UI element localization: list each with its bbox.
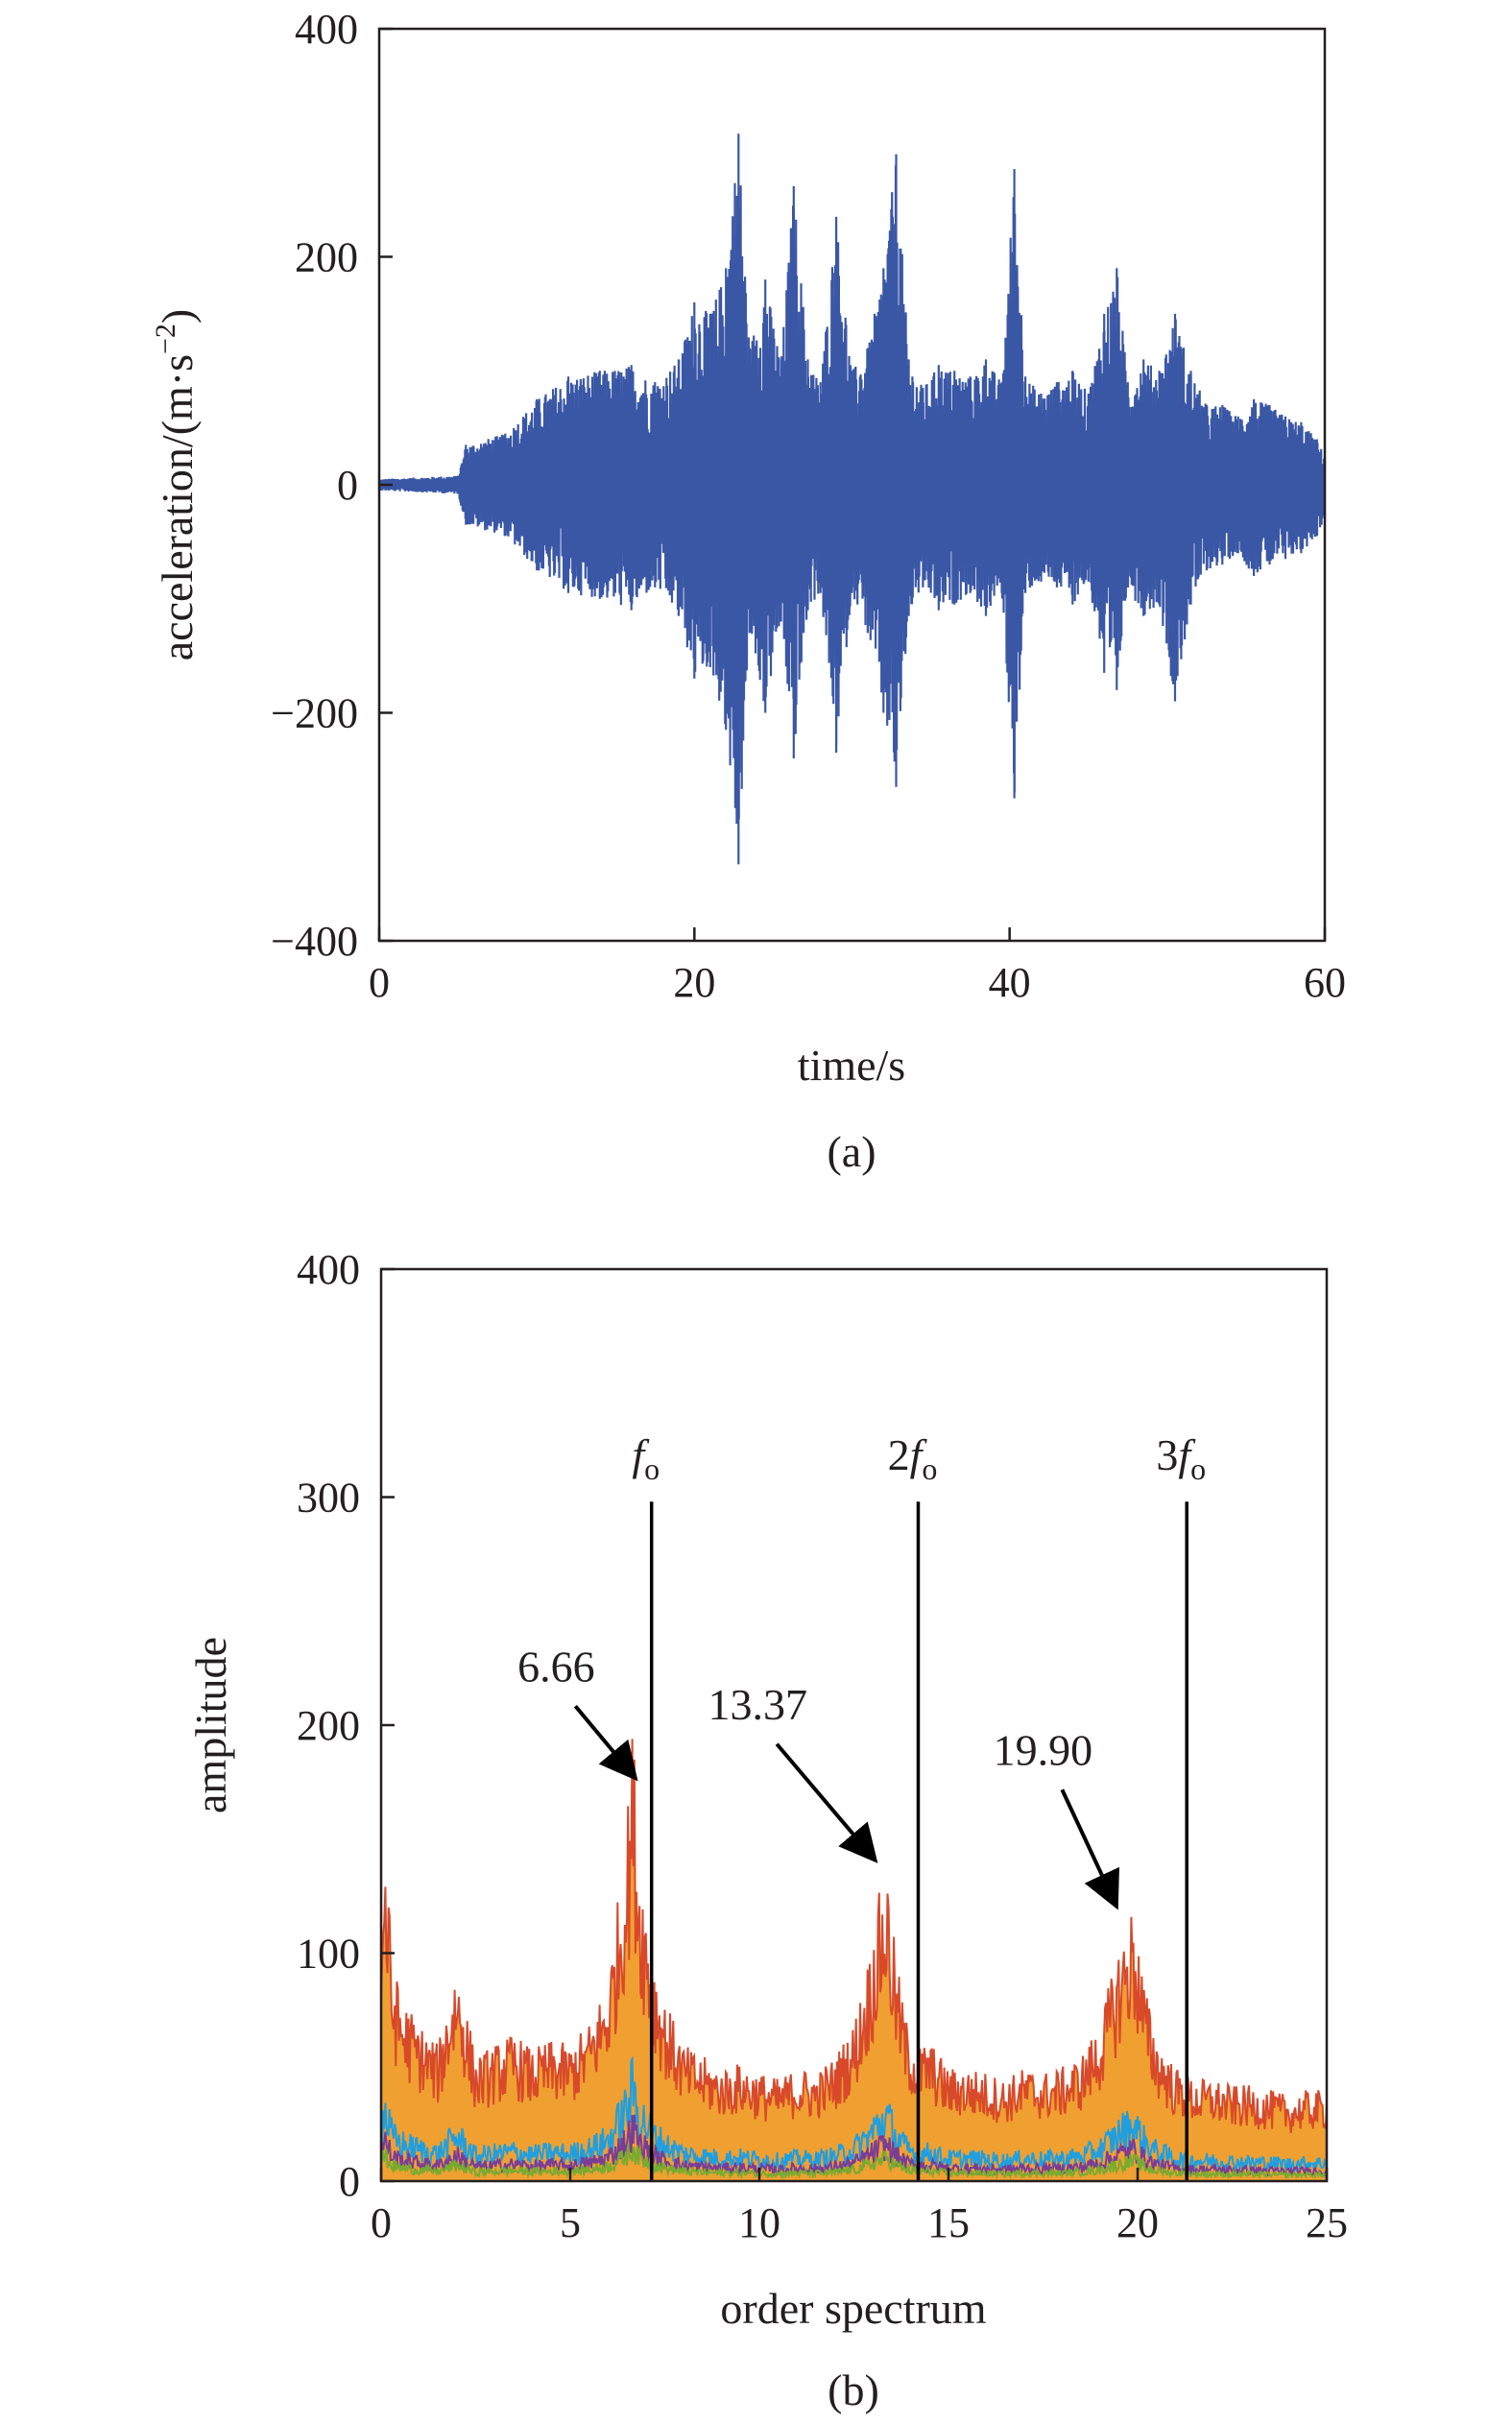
panel-b-ytick-label: 100 (297, 1931, 360, 1978)
spectrum-edge-red (380, 1739, 1328, 2134)
panel-a-acceleration-plot: 0 20 40 60 −400 −200 0 200 400 time/s accelerati… (150, 6, 1346, 1176)
peak-annotations: 6.66 13.37 19.90 (517, 1642, 1119, 1910)
panel-b-ticks: 0 5 10 15 20 25 0 100 200 300 400 (297, 1246, 1348, 2246)
panel-a-xtick-label: 0 (369, 959, 390, 1006)
panel-b-xtick-label: 15 (927, 2199, 970, 2246)
panel-b-xtick-label: 25 (1306, 2199, 1348, 2246)
panel-a-label: (a) (827, 1127, 876, 1176)
panel-b-order-spectrum-plot: fo 2fo 3fo 6.66 13.37 19.90 0 5 10 15 20 25 0 100 20… (186, 1246, 1348, 2414)
panel-b-xlabel: order spectrum (720, 2284, 986, 2333)
panel-b-xtick-label: 0 (371, 2199, 392, 2246)
panel-b-label: (b) (828, 2365, 879, 2414)
panel-b-ytick-label: 0 (339, 2158, 360, 2205)
peak-arrow (1060, 1788, 1119, 1910)
acceleration-waveform (377, 133, 1327, 865)
peak-value-label: 19.90 (994, 1725, 1093, 1774)
order-marker-label: 2fo (888, 1430, 938, 1486)
panel-b-xtick-label: 10 (738, 2199, 780, 2246)
panel-a-ticks: 0 20 40 60 −400 −200 0 200 400 (271, 6, 1346, 1006)
peak-arrow (573, 1704, 638, 1782)
spectrum-area-orange (381, 1739, 1327, 2181)
panel-a-xtick-label: 60 (1304, 959, 1346, 1006)
order-marker-label: fo (632, 1430, 660, 1486)
order-marker-label: 3fo (1156, 1430, 1206, 1486)
panel-a-xlabel: time/s (798, 1041, 905, 1090)
panel-b-ytick-label: 200 (297, 1702, 360, 1749)
panel-b-xtick-label: 20 (1116, 2199, 1159, 2246)
panel-a-ylabel: acceleration/(m·s−2) (150, 309, 202, 661)
panel-a-xtick-label: 20 (673, 959, 715, 1006)
panel-a-xtick-label: 40 (989, 959, 1031, 1006)
panel-b-xtick-label: 5 (560, 2199, 581, 2246)
panel-b-ytick-label: 400 (297, 1246, 360, 1293)
peak-value-label: 13.37 (708, 1680, 807, 1729)
panel-a-ytick-label: −200 (271, 690, 358, 737)
panel-a-ytick-label: 0 (337, 462, 358, 509)
peak-arrow (775, 1742, 878, 1863)
spectrum-component-trace (380, 2114, 1328, 2178)
order-spectrum-series (380, 1739, 1328, 2181)
spectrum-component-trace (380, 2144, 1328, 2181)
panel-b-ytick-label: 300 (297, 1475, 360, 1522)
panel-a-ytick-label: 200 (295, 234, 358, 281)
panel-a-ytick-label: 400 (295, 6, 358, 53)
acceleration-trace (377, 133, 1327, 865)
spectrum-component-trace (380, 2055, 1328, 2174)
panel-a-ytick-label: −400 (271, 918, 358, 965)
peak-value-label: 6.66 (517, 1642, 595, 1691)
panel-b-ylabel: amplitude (186, 1637, 235, 1813)
